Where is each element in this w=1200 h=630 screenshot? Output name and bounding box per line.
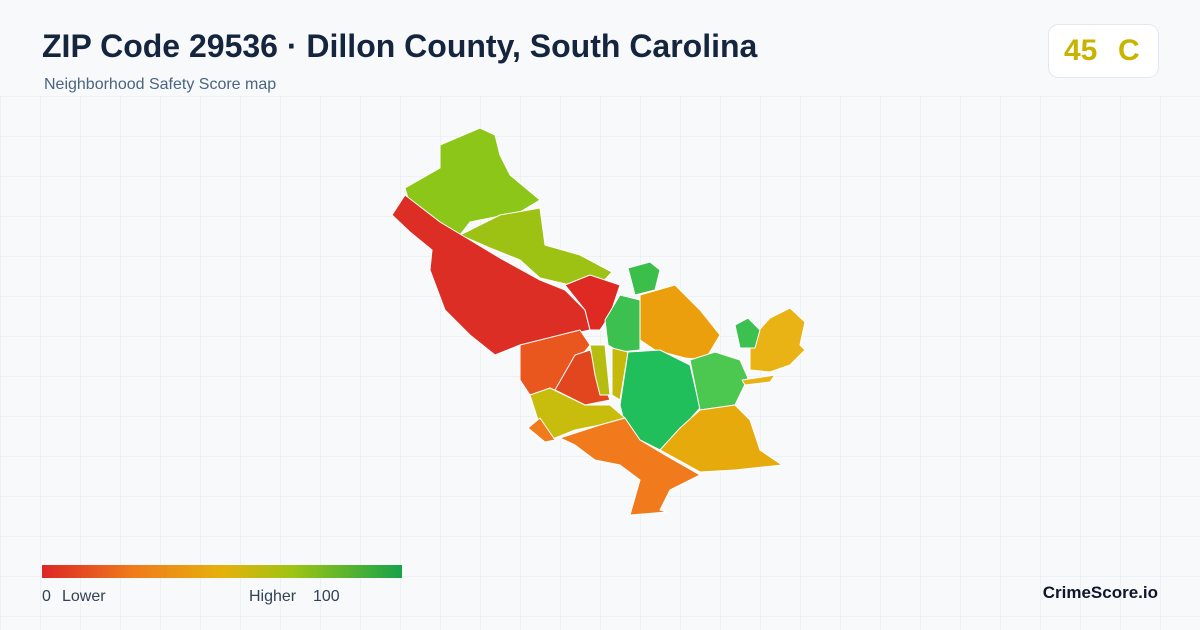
- legend-bar: [42, 565, 402, 578]
- zone: [741, 374, 776, 386]
- legend-min: 0: [42, 588, 51, 605]
- zone: [749, 307, 806, 373]
- zone: [604, 294, 641, 353]
- zone: [611, 347, 629, 401]
- title: ZIP Code 29536 · Dillon County, South Ca…: [42, 28, 758, 64]
- brand: CrimeScore.io: [1042, 583, 1158, 602]
- score-value: 45: [1064, 34, 1098, 67]
- zone: [659, 404, 783, 473]
- zone: [527, 417, 556, 443]
- score-grade: C: [1118, 34, 1140, 67]
- zones: [391, 127, 806, 516]
- zone: [459, 207, 613, 286]
- zone: [734, 317, 761, 349]
- score-badge: [1048, 24, 1159, 78]
- legend-max: 100: [313, 588, 340, 605]
- subtitle: Neighborhood Safety Score map: [44, 76, 277, 93]
- legend-min-label: Lower: [62, 588, 106, 605]
- legend-max-label: Higher: [249, 588, 297, 605]
- zone: [627, 261, 661, 296]
- zone: [589, 344, 611, 396]
- zone: [559, 417, 701, 516]
